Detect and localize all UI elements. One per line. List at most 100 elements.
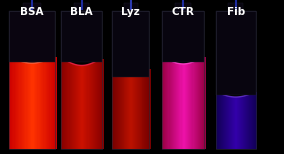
Bar	[54, 57, 56, 149]
Bar	[116, 69, 118, 149]
Bar	[34, 57, 36, 149]
Bar	[22, 57, 24, 149]
Bar	[128, 69, 130, 149]
Bar	[61, 59, 63, 149]
Bar	[196, 57, 197, 149]
Bar	[9, 11, 55, 149]
Bar	[220, 92, 222, 149]
Bar	[147, 69, 149, 149]
Text: Fib: Fib	[227, 7, 245, 17]
Bar	[47, 57, 49, 149]
Bar	[189, 57, 191, 149]
Bar	[223, 92, 225, 149]
Bar	[45, 57, 46, 149]
Bar	[138, 69, 139, 149]
Bar	[254, 92, 255, 149]
Bar	[171, 57, 172, 149]
Bar	[141, 69, 142, 149]
Bar	[96, 59, 97, 149]
Text: BLA: BLA	[70, 7, 93, 17]
Bar	[216, 11, 256, 95]
Bar	[24, 57, 26, 149]
Bar	[186, 57, 187, 149]
Bar	[83, 59, 85, 149]
Bar	[86, 59, 88, 149]
Bar	[14, 57, 16, 149]
Bar	[23, 57, 25, 149]
Bar	[203, 57, 205, 149]
Bar	[199, 57, 201, 149]
Bar	[198, 57, 200, 149]
Text: Lyz: Lyz	[121, 7, 140, 17]
Bar	[19, 57, 21, 149]
Bar	[51, 57, 52, 149]
Bar	[18, 57, 20, 149]
Bar	[193, 57, 194, 149]
Bar	[144, 69, 146, 149]
Bar	[98, 59, 100, 149]
Bar	[228, 92, 230, 149]
Bar	[174, 57, 176, 149]
Bar	[236, 92, 238, 149]
Bar	[102, 59, 104, 149]
Bar	[33, 57, 34, 149]
Bar	[100, 59, 102, 149]
Bar	[113, 69, 115, 149]
Bar	[99, 59, 101, 149]
Bar	[48, 57, 50, 149]
Bar	[256, 92, 257, 149]
Bar	[232, 92, 234, 149]
Bar	[173, 57, 174, 149]
Bar	[87, 59, 89, 149]
Bar	[170, 57, 171, 149]
Bar	[178, 57, 180, 149]
Bar	[35, 57, 37, 149]
Bar	[200, 57, 202, 149]
Bar	[176, 57, 178, 149]
Bar	[202, 57, 204, 149]
Bar	[243, 92, 245, 149]
Bar	[140, 69, 141, 149]
Bar	[143, 69, 145, 149]
Bar	[74, 59, 75, 149]
Bar	[72, 59, 73, 149]
Bar	[134, 69, 135, 149]
Bar	[230, 92, 232, 149]
Bar	[180, 57, 182, 149]
Bar	[248, 92, 250, 149]
Bar	[218, 92, 220, 149]
Bar	[89, 59, 90, 149]
Bar	[245, 92, 247, 149]
Bar	[167, 57, 169, 149]
Bar	[242, 92, 244, 149]
Bar	[43, 57, 45, 149]
Bar	[40, 57, 41, 149]
Bar	[80, 59, 82, 149]
Bar	[115, 69, 116, 149]
Bar	[183, 57, 184, 149]
Bar	[175, 57, 177, 149]
Text: BSA: BSA	[20, 7, 44, 17]
Bar	[36, 57, 38, 149]
Bar	[245, 92, 246, 149]
Bar	[74, 3, 89, 11]
Bar	[237, 92, 239, 149]
Bar	[141, 69, 143, 149]
Bar	[89, 59, 91, 149]
Bar	[23, 3, 41, 11]
Bar	[216, 92, 218, 149]
Bar	[11, 57, 13, 149]
Bar	[13, 57, 15, 149]
Bar	[52, 57, 53, 149]
Bar	[61, 11, 102, 149]
Bar	[252, 92, 254, 149]
Bar	[124, 69, 125, 149]
Bar	[82, 59, 84, 149]
Bar	[64, 59, 66, 149]
Bar	[229, 92, 231, 149]
Bar	[129, 69, 131, 149]
Bar	[235, 92, 237, 149]
Bar	[254, 92, 256, 149]
Bar	[53, 57, 55, 149]
Bar	[172, 57, 173, 149]
